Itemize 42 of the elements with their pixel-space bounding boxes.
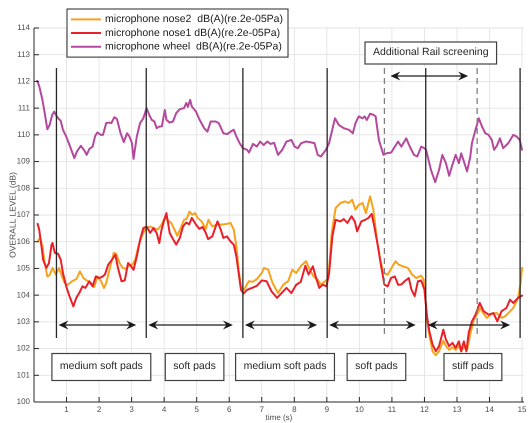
x-tick-label: 4 [162, 405, 167, 414]
y-tick-label: 102 [16, 344, 31, 353]
legend-label: microphone wheel dB(A)(re.2e-05Pa) [105, 40, 282, 53]
legend-label: microphone nose2 dB(A)(re.2e-05Pa) [105, 13, 284, 26]
annotation: soft pads [355, 360, 398, 372]
y-tick-label: 110 [17, 130, 31, 139]
y-tick-label: 107 [16, 210, 31, 220]
x-tick-label: 12 [420, 405, 430, 414]
legend-label: microphone nose1 dB(A)(re.2e-05Pa) [105, 26, 280, 39]
y-tick-label: 112 [17, 76, 31, 86]
y-tick-label: 103 [16, 316, 31, 326]
x-axis-title: time (s) [266, 413, 293, 422]
x-tick-label: 7 [260, 405, 265, 414]
x-tick-label: 11 [388, 405, 397, 414]
line-series [36, 80, 524, 184]
annotation: Additional Rail screening [372, 46, 489, 58]
annotation: medium soft pads [244, 360, 326, 372]
x-tick-label: 10 [354, 405, 364, 414]
annotation: medium soft pads [60, 360, 143, 372]
x-tick-label: 2 [96, 405, 102, 414]
y-tick-label: 105 [16, 264, 31, 273]
annotation: soft pads [173, 360, 216, 372]
y-tick-label: 111 [18, 103, 31, 112]
y-tick-label: 109 [16, 156, 31, 166]
annotation: stiff pads [452, 360, 494, 372]
y-axis-title: OVERALL LEVEL (dB) [7, 172, 18, 258]
y-tick-label: 113 [17, 50, 31, 59]
y-tick-label: 104 [16, 290, 31, 300]
x-tick-label: 15 [518, 405, 528, 414]
x-tick-label: 8 [292, 405, 298, 414]
y-tick-label: 108 [16, 183, 31, 192]
x-tick-label: 1 [64, 405, 70, 414]
y-tick-label: 101 [16, 370, 31, 380]
x-tick-label: 13 [452, 405, 462, 414]
y-tick-label: 114 [17, 23, 31, 32]
x-tick-label: 9 [324, 405, 330, 414]
y-tick-label: 106 [16, 236, 31, 246]
x-tick-label: 14 [485, 405, 495, 414]
y-tick-label: 100 [16, 397, 31, 406]
x-tick-label: 5 [194, 405, 200, 414]
x-tick-label: 6 [226, 405, 232, 414]
x-tick-label: 3 [129, 405, 134, 414]
